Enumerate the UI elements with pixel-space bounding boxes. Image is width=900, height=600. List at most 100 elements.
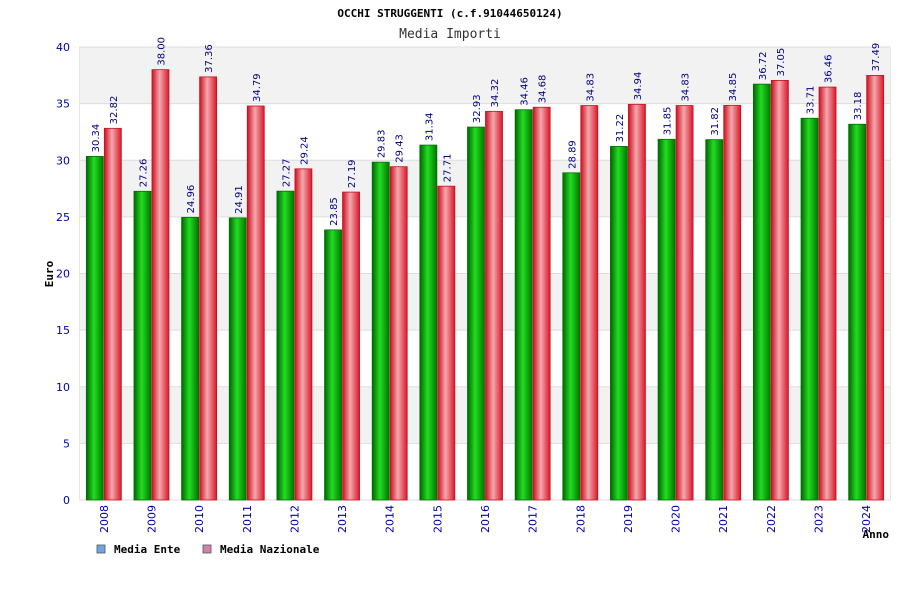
- x-tick-label: 2019: [622, 505, 635, 533]
- bar-media-nazionale-2014: [389, 166, 408, 501]
- x-tick-label: 2009: [145, 505, 158, 533]
- value-label: 34.46: [520, 77, 531, 106]
- value-label: 36.72: [758, 52, 769, 81]
- y-tick-label: 10: [56, 381, 70, 394]
- y-axis-label: Euro: [43, 260, 56, 287]
- bar-media-nazionale-2017: [532, 106, 551, 501]
- value-label: 31.34: [424, 112, 435, 141]
- bar-media-nazionale-2018: [580, 105, 599, 501]
- x-tick-label: 2022: [765, 505, 778, 533]
- bar-media-nazionale-2020: [675, 105, 694, 501]
- bar-media-ente-2015: [419, 144, 438, 501]
- value-label: 23.85: [329, 197, 340, 226]
- value-label: 33.18: [853, 92, 864, 121]
- bar-media-nazionale-2015: [437, 185, 456, 501]
- bar-media-ente-2010: [181, 216, 200, 501]
- value-label: 38.00: [156, 37, 167, 66]
- value-label: 37.05: [776, 48, 787, 77]
- legend-label-media-ente: Media Ente: [114, 543, 181, 556]
- bar-media-ente-2018: [562, 172, 581, 501]
- value-label: 30.34: [91, 124, 102, 153]
- x-tick-label: 2023: [813, 505, 826, 533]
- bar-media-ente-2023: [800, 117, 819, 501]
- bars-group: [85, 69, 885, 501]
- value-label: 27.26: [138, 159, 149, 188]
- value-label: 27.71: [442, 154, 453, 183]
- chart-subtitle: Media Importi: [399, 27, 501, 42]
- y-tick-label: 25: [56, 211, 70, 224]
- legend-swatch-media-ente: [96, 544, 106, 554]
- value-label: 34.85: [728, 73, 739, 102]
- bar-media-nazionale-2013: [342, 191, 360, 501]
- legend-label-media-nazionale: Media Nazionale: [220, 543, 320, 556]
- x-tick-label: 2013: [336, 505, 349, 533]
- bar-media-ente-2017: [514, 109, 533, 501]
- x-tick-label: 2012: [288, 505, 301, 533]
- bar-media-nazionale-2019: [628, 103, 646, 501]
- x-tick-label: 2017: [527, 505, 540, 533]
- bar-media-nazionale-2022: [770, 80, 789, 501]
- value-label: 34.79: [252, 73, 263, 102]
- value-label: 32.82: [109, 96, 120, 125]
- value-label: 32.93: [472, 94, 483, 123]
- bar-media-ente-2020: [657, 138, 676, 501]
- x-axis-label: Anno: [863, 528, 890, 541]
- y-tick-label: 20: [56, 268, 70, 281]
- value-label: 37.36: [204, 44, 215, 73]
- bar-media-nazionale-2012: [294, 168, 313, 501]
- bar-media-nazionale-2008: [103, 127, 122, 501]
- value-label: 27.19: [347, 159, 358, 188]
- bar-media-nazionale-2009: [151, 69, 170, 501]
- value-label: 33.71: [806, 86, 817, 115]
- bar-media-ente-2016: [467, 126, 485, 501]
- bar-media-ente-2024: [848, 123, 867, 501]
- bar-media-nazionale-2024: [866, 75, 885, 501]
- legend: Media Ente Media Nazionale: [96, 543, 320, 556]
- value-label: 34.32: [490, 79, 501, 108]
- value-label: 31.22: [615, 114, 626, 143]
- value-label: 29.43: [395, 134, 406, 163]
- x-axis-ticks: 2008 2009 2010 2011 2012 2013 2014 2015 2016 2017…: [98, 505, 873, 533]
- bar-media-nazionale-2023: [818, 86, 837, 501]
- bar-media-ente-2011: [228, 217, 247, 501]
- bar-media-ente-2009: [133, 190, 152, 501]
- bar-media-ente-2008: [85, 155, 104, 501]
- y-tick-label: 0: [63, 494, 70, 507]
- value-label: 27.27: [281, 159, 292, 188]
- bar-media-nazionale-2016: [485, 110, 503, 501]
- bar-media-ente-2022: [752, 83, 771, 501]
- value-label: 34.68: [538, 75, 549, 104]
- value-label: 34.83: [681, 73, 692, 102]
- value-label: 24.91: [234, 185, 245, 214]
- value-labels: 30.34 32.82 27.26 38.00 24.96 37.36 24.91 34.79…: [91, 37, 882, 226]
- bar-media-ente-2013: [324, 229, 342, 501]
- x-tick-label: 2016: [479, 505, 492, 533]
- y-axis-ticks: 0 5 10 15 20 25 30 35 40: [56, 41, 70, 507]
- y-tick-label: 15: [56, 324, 70, 337]
- value-label: 28.89: [567, 140, 578, 169]
- value-label: 34.94: [633, 72, 644, 101]
- value-label: 37.49: [871, 43, 882, 72]
- value-label: 36.46: [824, 54, 835, 83]
- bar-media-nazionale-2011: [246, 105, 265, 501]
- x-tick-label: 2018: [574, 505, 587, 533]
- value-label: 31.85: [663, 107, 674, 136]
- bar-media-ente-2021: [705, 139, 724, 501]
- x-tick-label: 2008: [98, 505, 111, 533]
- value-label: 34.83: [585, 73, 596, 102]
- value-label: 29.24: [299, 136, 310, 165]
- bar-media-nazionale-2010: [199, 76, 218, 501]
- bar-media-ente-2012: [276, 190, 295, 501]
- y-tick-label: 30: [56, 154, 70, 167]
- bar-media-ente-2014: [371, 161, 390, 501]
- x-tick-label: 2021: [717, 505, 730, 533]
- y-tick-label: 35: [56, 98, 70, 111]
- x-tick-label: 2015: [431, 505, 444, 533]
- value-label: 31.82: [710, 107, 721, 136]
- bar-media-nazionale-2021: [723, 104, 742, 501]
- y-tick-label: 5: [63, 437, 70, 450]
- value-label: 24.96: [186, 185, 197, 214]
- x-tick-label: 2011: [241, 505, 254, 533]
